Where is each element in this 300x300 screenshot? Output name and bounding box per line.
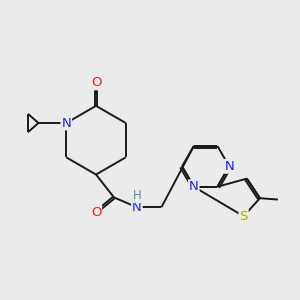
Text: N: N (132, 201, 142, 214)
Text: N: N (61, 116, 71, 130)
Text: S: S (239, 210, 248, 223)
Text: H: H (133, 189, 141, 202)
Text: N: N (189, 180, 199, 193)
Text: O: O (91, 206, 101, 219)
Text: O: O (91, 76, 101, 89)
Text: N: N (224, 160, 234, 173)
